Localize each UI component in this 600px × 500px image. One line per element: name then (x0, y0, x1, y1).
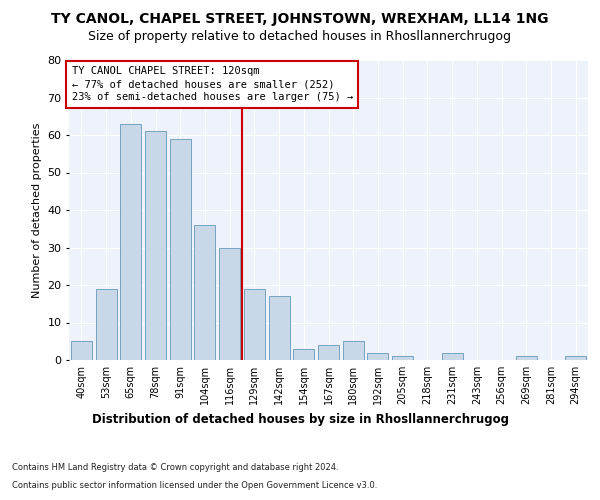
Bar (95, 289, 116, 360)
Bar (170, 138, 191, 360)
Bar (244, 289, 265, 360)
Text: Contains HM Land Registry data © Crown copyright and database right 2024.: Contains HM Land Registry data © Crown c… (12, 464, 338, 472)
Bar (516, 356, 537, 360)
Bar (367, 352, 388, 360)
Bar (343, 341, 364, 360)
Bar (145, 131, 166, 360)
Bar (442, 352, 463, 360)
Text: Distribution of detached houses by size in Rhosllannerchrugog: Distribution of detached houses by size … (91, 412, 509, 426)
Bar (219, 248, 240, 360)
Bar (392, 356, 413, 360)
Text: TY CANOL, CHAPEL STREET, JOHNSTOWN, WREXHAM, LL14 1NG: TY CANOL, CHAPEL STREET, JOHNSTOWN, WREX… (51, 12, 549, 26)
Bar (120, 124, 141, 360)
Bar (318, 345, 339, 360)
Text: Size of property relative to detached houses in Rhosllannerchrugog: Size of property relative to detached ho… (89, 30, 511, 43)
Text: Contains public sector information licensed under the Open Government Licence v3: Contains public sector information licen… (12, 481, 377, 490)
Y-axis label: Number of detached properties: Number of detached properties (32, 122, 41, 298)
Bar (293, 349, 314, 360)
Bar (269, 296, 290, 360)
Bar (565, 356, 586, 360)
Text: TY CANOL CHAPEL STREET: 120sqm
← 77% of detached houses are smaller (252)
23% of: TY CANOL CHAPEL STREET: 120sqm ← 77% of … (71, 66, 353, 102)
Bar (71, 341, 92, 360)
Bar (194, 225, 215, 360)
